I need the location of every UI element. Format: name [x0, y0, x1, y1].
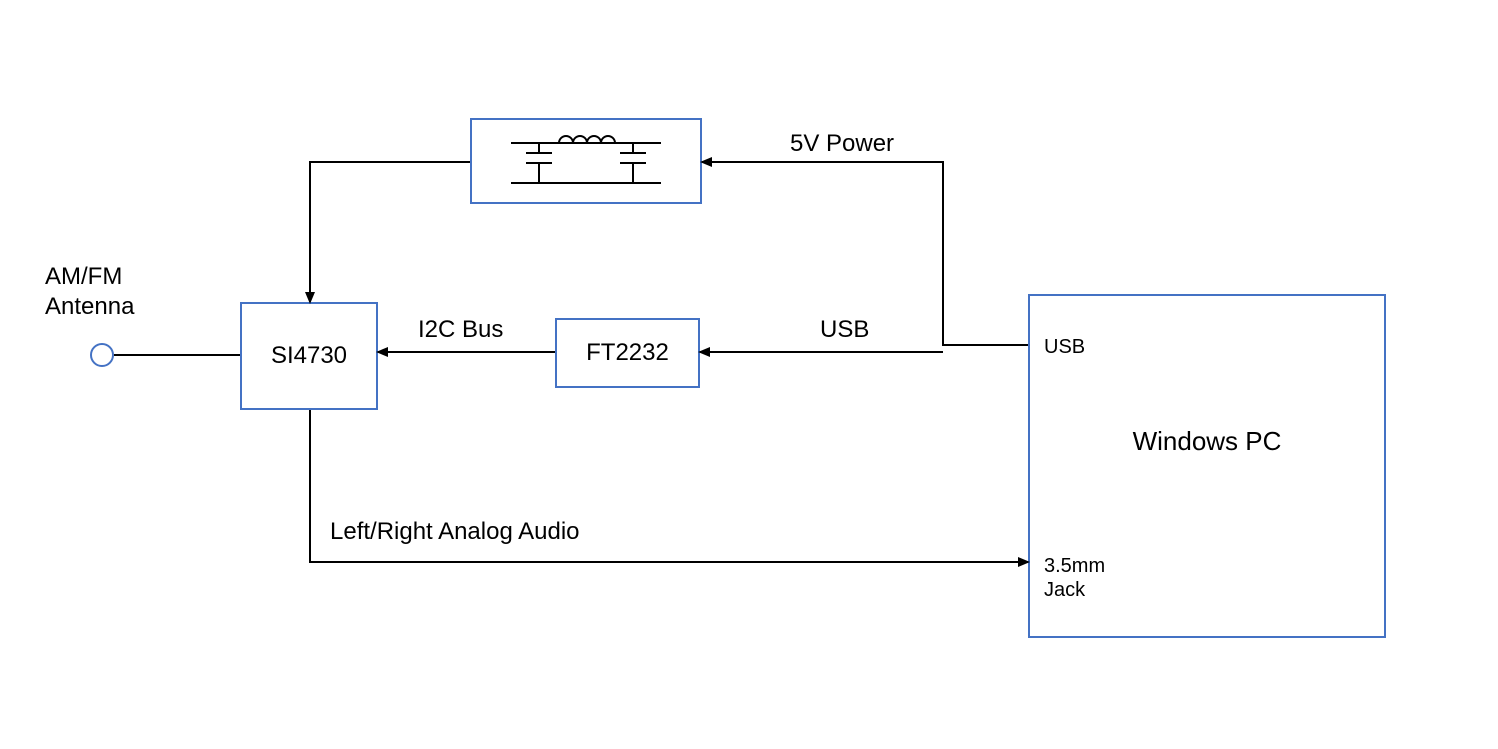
ft2232-label: FT2232 [586, 339, 669, 367]
block-diagram: AM/FM Antenna SI4730 FT2232 [0, 0, 1498, 749]
node-lc-filter [470, 118, 702, 204]
edge-label-5v-power: 5V Power [790, 130, 894, 158]
node-ft2232: FT2232 [555, 318, 700, 388]
node-windows-pc: USB Windows PC 3.5mm Jack [1028, 294, 1386, 638]
pc-title: Windows PC [1030, 426, 1384, 457]
edge-label-audio: Left/Right Analog Audio [330, 518, 580, 546]
pc-usb-label: USB [1044, 336, 1085, 359]
lc-filter-icon [501, 131, 671, 191]
edge-label-usb: USB [820, 316, 869, 344]
edge-label-i2c: I2C Bus [418, 316, 503, 344]
si4730-label: SI4730 [271, 342, 347, 370]
pc-jack-label: 3.5mm Jack [1044, 554, 1105, 602]
node-si4730: SI4730 [240, 302, 378, 410]
antenna-label: AM/FM Antenna [45, 262, 134, 322]
antenna-circle [90, 343, 114, 367]
